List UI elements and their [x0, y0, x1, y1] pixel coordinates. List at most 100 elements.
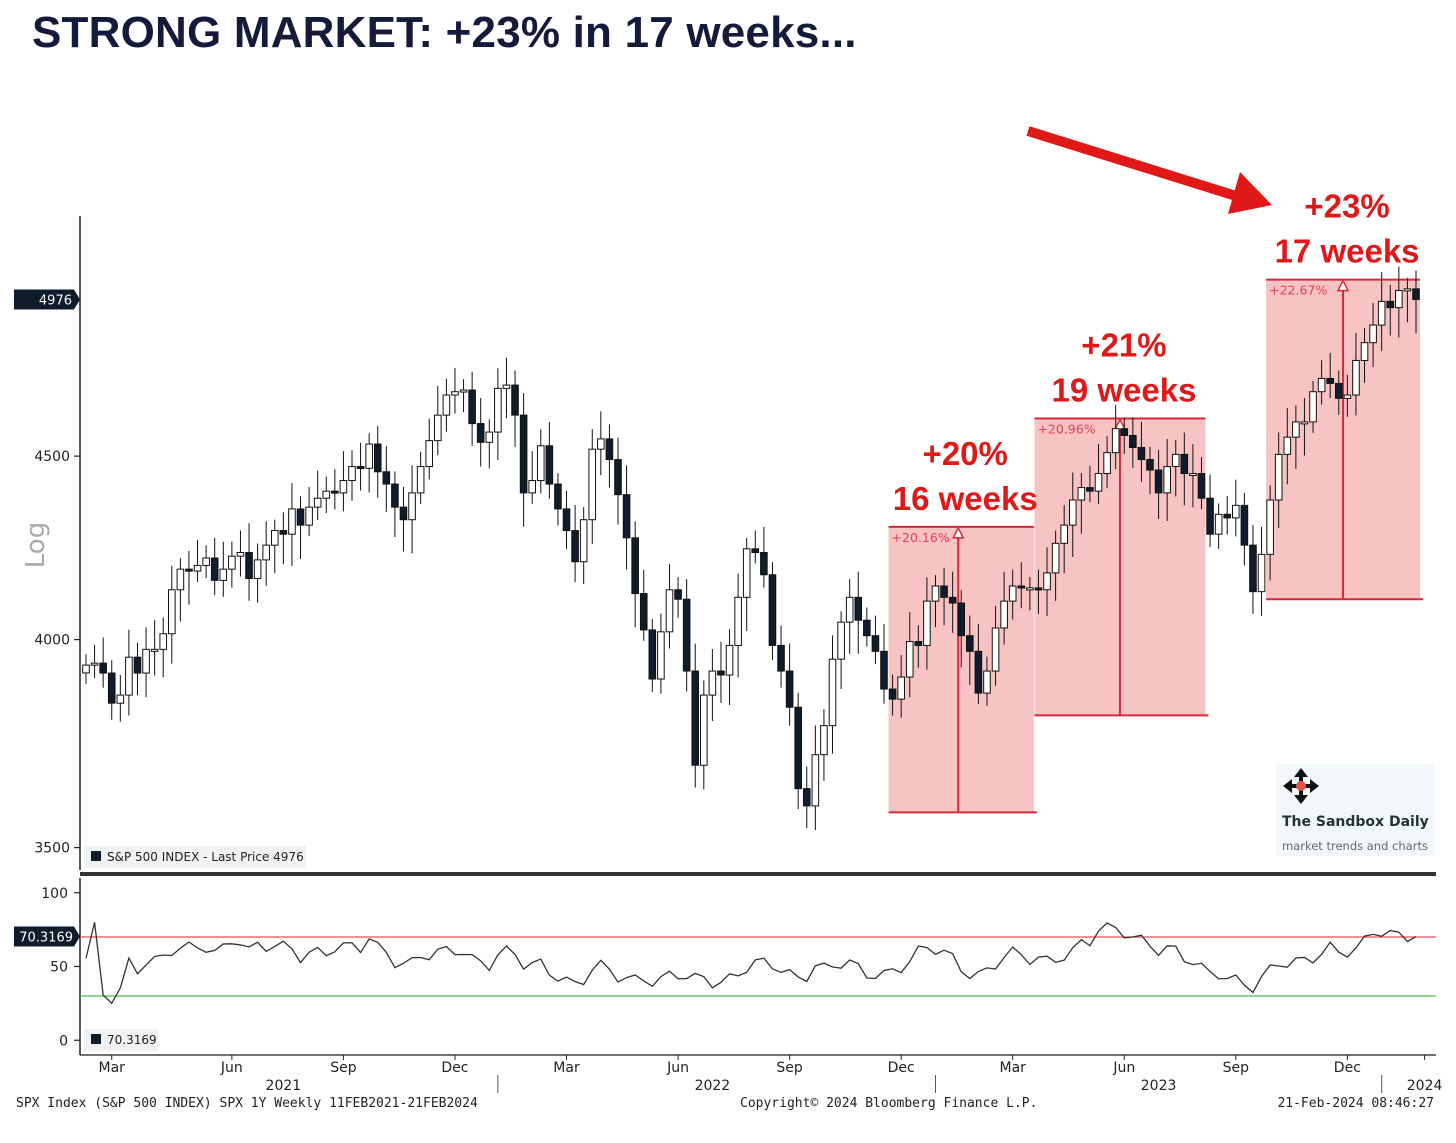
candle-down — [1086, 487, 1094, 492]
candle-up — [1274, 453, 1283, 501]
candle-down — [399, 506, 408, 521]
candle-down — [674, 589, 682, 600]
candle-up — [288, 508, 296, 535]
candle-down — [1334, 382, 1343, 399]
candle-down — [1386, 300, 1395, 309]
candle-up — [1103, 452, 1111, 475]
candle-down — [880, 650, 888, 690]
candle-down — [511, 384, 519, 416]
candle-up — [1026, 587, 1034, 591]
y-tick-label: 3500 — [34, 841, 70, 857]
candle-up — [1111, 428, 1120, 454]
candle-up — [1300, 421, 1309, 425]
candle-up — [313, 497, 322, 508]
candle-up — [365, 443, 373, 469]
candle-up — [1094, 473, 1103, 492]
candle-down — [279, 530, 288, 535]
candle-up — [597, 438, 605, 450]
candle-down — [888, 688, 897, 700]
candle-down — [614, 459, 622, 496]
candle-up — [1232, 504, 1240, 519]
candle-up — [931, 585, 940, 602]
legend-label: S&P 500 INDEX - Last Price 4976 — [107, 850, 304, 864]
candle-up — [90, 662, 99, 666]
annotation-arrowhead — [1113, 417, 1127, 431]
candle-up — [1283, 436, 1292, 455]
candle-up — [905, 641, 914, 678]
candle-down — [210, 557, 219, 581]
candle-down — [185, 568, 193, 572]
candle-down — [1223, 513, 1232, 519]
footer-ticker: SPX Index (S&P 500 INDEX) SPX 1Y Weekly … — [16, 1096, 478, 1111]
candle-up — [1309, 391, 1317, 423]
candle-up — [494, 387, 502, 433]
candle-down — [794, 706, 802, 790]
footer-copyright: Copyright© 2024 Bloomberg Finance L.P. — [740, 1096, 1038, 1111]
indicator-panel: 0 50 100 70.3169 70.3169 — [14, 878, 1436, 1055]
candle-down — [751, 548, 760, 554]
candle-up — [125, 656, 133, 696]
annotation-boxes: +20.16% +20.96% +22.67% — [888, 278, 1423, 814]
x-tick-label: Dec — [888, 1060, 915, 1076]
candle-up — [828, 658, 837, 727]
candle-down — [940, 585, 948, 598]
candle-down — [133, 656, 142, 674]
candle-up — [708, 670, 717, 696]
last-price-tag — [14, 289, 80, 310]
candle-up — [811, 754, 820, 807]
candle-up — [1189, 473, 1197, 477]
candle-up — [442, 394, 451, 416]
chart-axes: 3500 4000 4500 Log 4976 S&P 500 INDEX - Last … — [14, 216, 1436, 876]
candle-up — [1360, 342, 1369, 361]
candle-down — [682, 598, 691, 672]
candle-down — [871, 635, 880, 652]
candle-up — [348, 466, 356, 482]
candle-up — [1163, 466, 1171, 494]
candle-down — [373, 443, 382, 473]
candle-up — [202, 557, 210, 566]
candle-down — [785, 670, 794, 708]
candle-up — [837, 621, 845, 660]
candle-down — [1154, 469, 1163, 494]
candle-up — [588, 448, 597, 521]
candle-down — [717, 670, 725, 676]
candle-down — [1197, 473, 1206, 499]
candle-down — [545, 445, 554, 485]
annotation-pct-3: +23% — [1304, 188, 1389, 225]
candle-up — [700, 694, 708, 766]
candle-up — [845, 596, 854, 623]
candle-down — [1249, 544, 1257, 593]
indicator-legend-box — [84, 1029, 158, 1051]
move-arrows-icon — [1283, 768, 1319, 804]
candle-down — [768, 574, 777, 646]
x-year-label: 2022 — [695, 1078, 731, 1094]
candle-up — [579, 519, 588, 563]
candle-up — [1403, 288, 1412, 292]
candle-up — [536, 445, 545, 482]
candle-up — [82, 664, 90, 674]
annotation-weeks-1: 16 weeks — [893, 480, 1038, 517]
candlestick-series — [82, 266, 1420, 831]
candle-down — [1137, 446, 1146, 461]
candle-down — [1034, 587, 1043, 591]
candle-up — [322, 490, 331, 499]
annotation-box-label: +20.96% — [1037, 421, 1095, 436]
candle-up — [1077, 487, 1086, 501]
candle-up — [236, 552, 245, 557]
candle-up — [983, 670, 991, 694]
candle-down — [99, 662, 107, 674]
x-tick-label: Jun — [1112, 1060, 1135, 1076]
indicator-legend-label: 70.3169 — [107, 1033, 157, 1047]
candle-up — [1051, 542, 1060, 574]
y-tick-label: 4000 — [34, 633, 70, 649]
candle-down — [639, 593, 648, 631]
candle-down — [554, 483, 562, 510]
candle-down — [296, 508, 305, 526]
x-tick-label: Mar — [553, 1060, 580, 1076]
candle-down — [1129, 434, 1137, 448]
candle-up — [1008, 585, 1017, 602]
candle-down — [107, 672, 116, 704]
x-tick-label: Jun — [220, 1060, 243, 1076]
x-axis: Mar Jun Sep Dec Mar Jun Sep Dec Mar Jun Sep Dec 2021… — [80, 1054, 1442, 1094]
candle-down — [622, 494, 631, 539]
